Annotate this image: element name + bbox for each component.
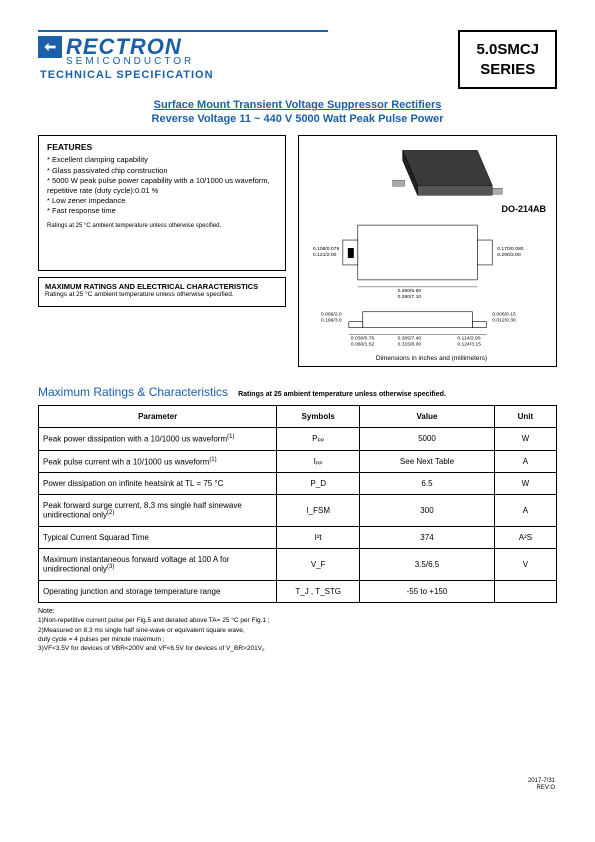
feature-item: * Excellent clamping capability <box>47 155 277 165</box>
maxratings-note-box: MAXIMUM RATINGS AND ELECTRICAL CHARACTER… <box>38 277 286 307</box>
cell-value: 3.5/6.5 <box>360 548 495 580</box>
cell-parameter: Power dissipation on infinite heatsink a… <box>39 473 277 495</box>
note-item: 3)VF<3.5V for devices of VBR<200V and VF… <box>38 644 557 653</box>
package-diagram-box: 0.108/0.079 0.121/2.00 0.170/0.080 0.290… <box>298 135 557 367</box>
note-item: 2)Measured on 8.3 ms single half sine-wa… <box>38 626 557 635</box>
feature-item: * Low zener impedance <box>47 196 277 206</box>
cell-symbol: T_J , T_STG <box>277 580 360 602</box>
series-box: 5.0SMCJ SERIES <box>458 30 557 89</box>
maxratings-heading: MAXIMUM RATINGS AND ELECTRICAL CHARACTER… <box>45 282 279 291</box>
col-value: Value <box>360 406 495 428</box>
feature-item: * Glass passivated chip construction <box>47 166 277 176</box>
dimension-note: Dimensions in inches and (millimeters) <box>303 355 560 362</box>
logo-icon <box>38 36 62 58</box>
tech-spec-label: TECHNICAL SPECIFICATION <box>40 69 328 81</box>
dim-c1m: 0.280/7.10 <box>398 294 422 300</box>
col-unit: Unit <box>494 406 556 428</box>
table-header-row: Parameter Symbols Value Unit <box>39 406 557 428</box>
cell-symbol: Iₚₚ <box>277 450 360 473</box>
logo-line <box>38 30 328 32</box>
series-line1: 5.0SMCJ <box>476 40 539 60</box>
features-heading: FEATURES <box>47 142 277 153</box>
cell-parameter: Operating junction and storage temperatu… <box>39 580 277 602</box>
features-column: FEATURES * Excellent clamping capability… <box>38 135 286 367</box>
section-heading: Maximum Ratings & Characteristics Rating… <box>38 385 557 399</box>
cell-value: 6.5 <box>360 473 495 495</box>
package-label: DO-214AB <box>501 204 546 214</box>
cell-parameter: Maximum instantaneous forward voltage at… <box>39 548 277 580</box>
package-diagram: 0.108/0.079 0.121/2.00 0.170/0.080 0.290… <box>303 140 552 360</box>
series-line2: SERIES <box>476 60 539 80</box>
feature-item: * 5000 W peak pulse power capability wit… <box>47 176 277 196</box>
dim-b1m: 0.290/2.00 <box>497 252 521 258</box>
table-row: Maximum instantaneous forward voltage at… <box>39 548 557 580</box>
cell-unit: W <box>494 428 556 451</box>
cell-value: 300 <box>360 495 495 527</box>
cell-parameter: Peak forward surge current, 8.3 ms singl… <box>39 495 277 527</box>
doc-title-2: Reverse Voltage 11 ~ 440 V 5000 Watt Pea… <box>38 113 557 125</box>
cell-unit: W <box>494 473 556 495</box>
cell-value: See Next Table <box>360 450 495 473</box>
cell-symbol: I_FSM <box>277 495 360 527</box>
notes-heading: Note: <box>38 607 557 617</box>
footer-date: 2017-7/31 REV:O <box>528 778 555 792</box>
table-row: Operating junction and storage temperatu… <box>39 580 557 602</box>
dim-e1m: 0.012/0.30 <box>492 318 516 324</box>
cell-unit: V <box>494 548 556 580</box>
dim-g1m: 0.315/8.00 <box>398 342 422 348</box>
maxratings-note: Ratings at 25 °C ambient temperature unl… <box>45 291 279 298</box>
section-heading-sub: Ratings at 25 ambient temperature unless… <box>238 391 446 398</box>
logo-block: RECTRON SEMICONDUCTOR TECHNICAL SPECIFIC… <box>38 30 328 81</box>
footer-rev-text: REV:O <box>528 785 555 792</box>
cell-symbol: V_F <box>277 548 360 580</box>
cell-value: 5000 <box>360 428 495 451</box>
cell-parameter: Typical Current Squarad Time <box>39 526 277 548</box>
table-row: Typical Current Squarad TimeI²t374A²S <box>39 526 557 548</box>
col-parameter: Parameter <box>39 406 277 428</box>
cell-parameter: Peak pulse current wih a 10/1000 us wave… <box>39 450 277 473</box>
dim-f1m: 0.060/1.52 <box>351 342 375 348</box>
dim-h1m: 0.124/3.15 <box>457 342 481 348</box>
note-item: duty cycle = 4 pulses per minute maximum… <box>38 635 557 644</box>
notes-block: Note: 1)Non-repetitive current pulse per… <box>38 607 557 653</box>
doc-title-1: Surface Mount Transient Voltage Suppress… <box>38 99 557 111</box>
cell-unit <box>494 580 556 602</box>
cell-value: -55 to +150 <box>360 580 495 602</box>
dim-d1m: 0.196/3.0 <box>321 318 342 324</box>
cell-unit: A <box>494 450 556 473</box>
cell-symbol: I²t <box>277 526 360 548</box>
cell-symbol: Pₚₚ <box>277 428 360 451</box>
cell-unit: A <box>494 495 556 527</box>
features-box: FEATURES * Excellent clamping capability… <box>38 135 286 271</box>
brand-sub: SEMICONDUCTOR <box>66 56 328 67</box>
cell-symbol: P_D <box>277 473 360 495</box>
section-heading-text: Maximum Ratings & Characteristics <box>38 385 228 399</box>
header: RECTRON SEMICONDUCTOR TECHNICAL SPECIFIC… <box>38 30 557 89</box>
table-row: Peak pulse current wih a 10/1000 us wave… <box>39 450 557 473</box>
note-item: 1)Non-repetitive current pulse per Fig.5… <box>38 616 557 625</box>
dim-a1m: 0.121/2.00 <box>313 252 337 258</box>
cell-unit: A²S <box>494 526 556 548</box>
table-row: Peak power dissipation with a 10/1000 us… <box>39 428 557 451</box>
col-symbols: Symbols <box>277 406 360 428</box>
table-row: Power dissipation on infinite heatsink a… <box>39 473 557 495</box>
cell-parameter: Peak power dissipation with a 10/1000 us… <box>39 428 277 451</box>
specs-table: Parameter Symbols Value Unit Peak power … <box>38 405 557 603</box>
boxes-row: FEATURES * Excellent clamping capability… <box>38 135 557 367</box>
table-row: Peak forward surge current, 8.3 ms singl… <box>39 495 557 527</box>
features-note: Ratings at 25 °C ambient temperature unl… <box>47 222 277 230</box>
footer-date-text: 2017-7/31 <box>528 778 555 785</box>
title-block: Surface Mount Transient Voltage Suppress… <box>38 99 557 125</box>
cell-value: 374 <box>360 526 495 548</box>
feature-item: * Fast response time <box>47 206 277 216</box>
